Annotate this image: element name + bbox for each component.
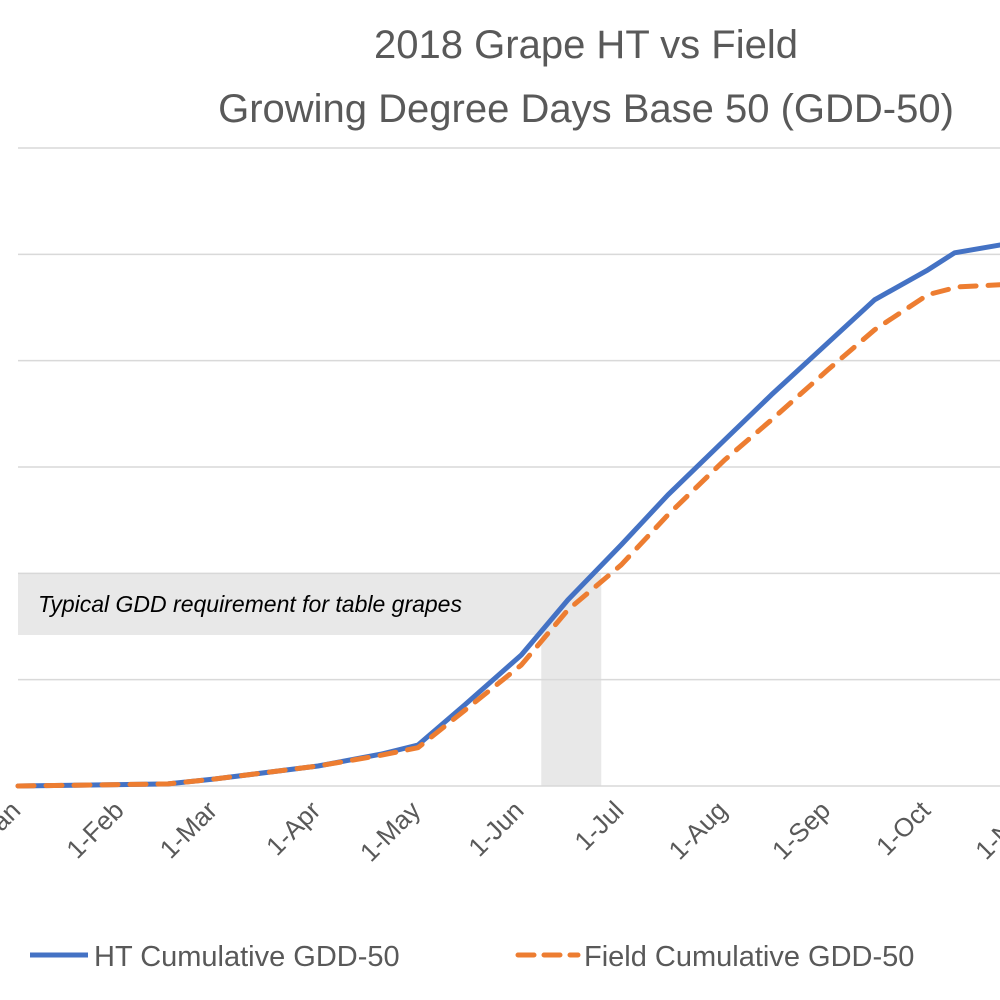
x-tick-label: 1-May: [354, 795, 426, 867]
x-tick-label: 1-Feb: [60, 795, 129, 864]
x-tick-label: 1-Mar: [154, 795, 223, 864]
x-tick-label: 1-Apr: [260, 795, 326, 861]
x-tick-label: 1-Aug: [663, 795, 733, 865]
chart-title-line-1: 2018 Grape HT vs Field: [374, 23, 798, 67]
x-tick-label: 1-Jun: [462, 795, 529, 862]
x-tick-label: 1-Oct: [870, 794, 937, 861]
series-line-field: [15, 282, 1000, 789]
x-tick-label: 1-Nov: [969, 795, 1000, 865]
chart-title-line-2: Growing Degree Days Base 50 (GDD-50): [218, 87, 954, 131]
annotation-vertical-band: [541, 635, 602, 786]
legend-label-ht: HT Cumulative GDD-50: [94, 941, 400, 973]
x-tick-label: 1-Sep: [766, 795, 836, 865]
annotation-label: Typical GDD requirement for table grapes: [38, 591, 462, 617]
x-tick-label: 1-Jan: [0, 795, 26, 862]
legend: HT Cumulative GDD-50 Field Cumulative GD…: [30, 941, 914, 973]
legend-label-field: Field Cumulative GDD-50: [584, 941, 914, 973]
series-line-ht: [15, 242, 1000, 789]
x-tick-label: 1-Jul: [568, 795, 629, 856]
annotation-horizontal-band: [18, 573, 602, 636]
